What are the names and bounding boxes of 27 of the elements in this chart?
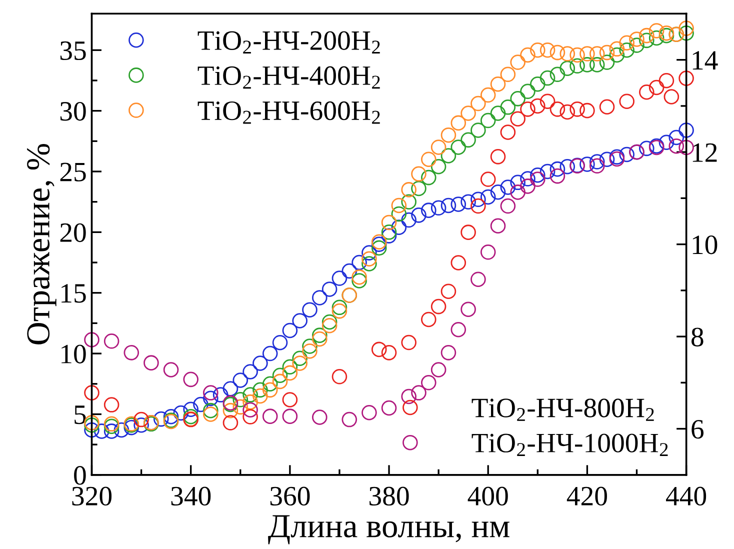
y-tick-label: 30: [60, 102, 86, 121]
y-tick-label: 25: [60, 162, 86, 182]
y-tick-label: 20: [60, 223, 86, 242]
x-tick-label: 420: [566, 486, 607, 506]
y-tick-label: 15: [62, 284, 86, 303]
x-tick-label: 440: [666, 486, 706, 506]
y2-tick-label: 12: [692, 143, 717, 162]
y2-tick-label: 10: [692, 235, 718, 254]
y2-tick-label: 6: [692, 420, 704, 439]
y-tick-label: 0: [74, 466, 86, 485]
y-tick-label: 35: [60, 41, 86, 60]
y-tick-label: 10: [62, 344, 86, 364]
y2-tick-label: 14: [692, 51, 718, 70]
y2-tick-label: 8: [692, 328, 704, 346]
x-tick-label: 340: [171, 486, 211, 506]
x-axis-title: Длина волны, нм: [268, 515, 510, 544]
legend-label: TiO$_{2}$-НЧ-400H$_{2}$: [198, 66, 380, 89]
legend-label: TiO$_{2}$-НЧ-1000H$_{2}$: [472, 434, 668, 456]
x-tick-label: 400: [468, 486, 508, 506]
y-axis-title: Отражение, %: [27, 144, 56, 344]
x-tick-label: 320: [72, 486, 112, 506]
x-tick-label: 380: [370, 486, 409, 506]
legend-label: TiO$_{2}$-НЧ-200H$_{2}$: [198, 31, 380, 54]
x-tick-label: 360: [270, 486, 310, 506]
legend-label: TiO$_{2}$-НЧ-600H$_{2}$: [198, 101, 380, 124]
y-tick-label: 5: [74, 406, 86, 424]
legend-label: TiO$_{2}$-НЧ-800H$_{2}$: [472, 398, 654, 421]
